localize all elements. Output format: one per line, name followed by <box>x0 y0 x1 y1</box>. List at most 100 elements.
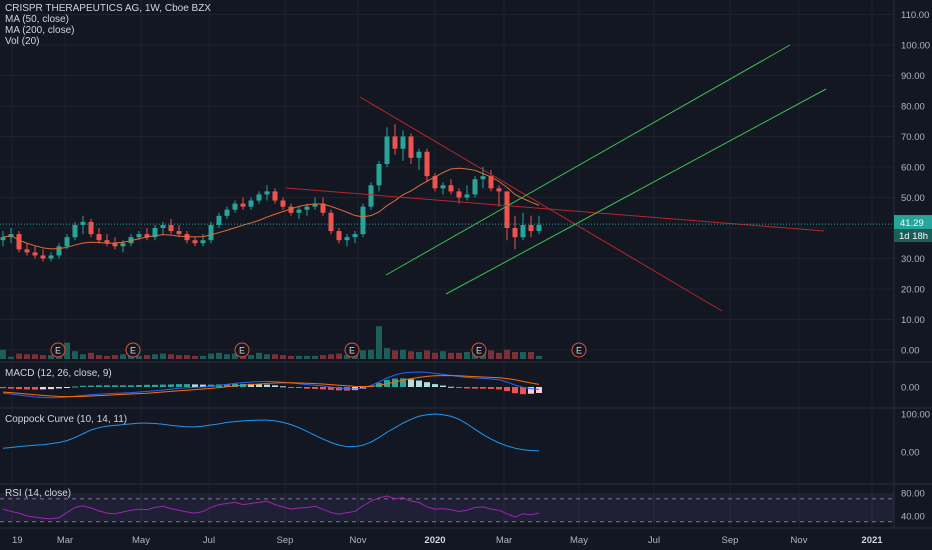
macd-histogram-bar <box>104 385 110 387</box>
volume-bar <box>384 348 390 359</box>
candle-body <box>192 240 198 244</box>
candle-body <box>56 246 62 256</box>
earnings-circle <box>234 342 250 358</box>
candle-body <box>88 221 94 235</box>
legend-main: CRISPR THERAPEUTICS AG, 1W, Cboe BZX MA … <box>5 3 211 47</box>
trendline-drawings[interactable] <box>0 44 894 312</box>
volume-label[interactable]: Vol (20) <box>5 36 40 47</box>
volume-bar <box>136 355 142 359</box>
volume-bar <box>24 354 30 359</box>
volume-bar <box>360 350 366 359</box>
macd-histogram-bar <box>456 387 462 388</box>
candle-body <box>48 255 54 259</box>
earnings-marker[interactable]: E <box>471 342 487 358</box>
symbol-title[interactable]: CRISPR THERAPEUTICS AG, 1W, Cboe BZX <box>5 3 211 14</box>
candle-body <box>520 224 526 238</box>
macd-histogram-bar <box>152 384 158 387</box>
volume-bar <box>352 355 358 359</box>
price-tick-label: 110.00 <box>901 10 929 21</box>
time-axis-label: Mar <box>496 535 512 546</box>
volume-bar <box>328 354 334 359</box>
volume-bar <box>80 354 86 359</box>
resistance-line <box>285 187 825 232</box>
price-axis[interactable]: 110.00 100.00 90.00 80.00 70.00 60.00 50.00 40.… <box>894 10 932 523</box>
ma50-label[interactable]: MA (50, close) <box>5 14 69 25</box>
macd-label[interactable]: MACD (12, 26, close, 9) <box>5 368 112 379</box>
macd-histogram-bar <box>464 387 470 389</box>
volume-bar <box>408 351 414 359</box>
macd-histogram-bar <box>32 387 38 390</box>
earnings-marker[interactable]: E <box>234 342 250 358</box>
ma200-label[interactable]: MA (200, close) <box>5 25 75 36</box>
time-axis[interactable]: 19 Mar May Jul Sep Nov 2020 Mar May Jul Sep Nov 2021 <box>12 535 883 546</box>
volume-bar <box>232 353 238 359</box>
macd-histogram-bar <box>24 387 30 390</box>
volume-bar <box>152 354 158 359</box>
volume-bar <box>40 355 46 359</box>
macd-histogram-bar <box>536 387 542 393</box>
candle-body <box>216 215 222 225</box>
candle-body <box>400 136 406 149</box>
candle-body <box>368 185 374 207</box>
rsi-band <box>0 493 894 522</box>
volume-bar <box>464 351 470 359</box>
earnings-marker[interactable]: E <box>50 342 66 358</box>
countdown-label: 1d 18h <box>899 231 928 242</box>
current-price-label: 41.29 <box>900 218 924 229</box>
rsi-tick-label: 80.00 <box>901 489 925 500</box>
earnings-label: E <box>476 346 482 356</box>
candle-body <box>424 151 430 177</box>
macd-histogram-bar <box>280 386 286 388</box>
volume-bar <box>144 355 150 359</box>
candle-body <box>144 234 150 238</box>
time-axis-label: Nov <box>350 535 367 546</box>
earnings-marker[interactable]: E <box>571 342 587 358</box>
time-axis-label: Mar <box>57 535 73 546</box>
macd-histogram-bar <box>176 384 182 387</box>
volume-bar <box>280 355 286 359</box>
price-tick-label: 50.00 <box>901 193 925 204</box>
volume-bar <box>392 350 398 359</box>
macd-signal-line <box>2 375 540 398</box>
candlesticks <box>0 124 542 262</box>
macd-histogram-bar <box>440 385 446 387</box>
volume-bar <box>400 349 406 359</box>
macd-histogram-bar <box>208 384 214 387</box>
candle-body <box>488 176 494 189</box>
candle-body <box>224 209 230 216</box>
earnings-label: E <box>576 346 582 356</box>
candle-body <box>496 188 502 192</box>
current-price-badge <box>894 215 932 230</box>
volume-bar <box>16 353 22 359</box>
macd-histogram-bar <box>496 387 502 390</box>
rsi-pane <box>0 493 894 523</box>
coppock-tick-label: 0.00 <box>901 448 920 459</box>
candle-body <box>392 136 398 149</box>
macd-histogram-bar <box>160 384 166 387</box>
time-axis-label: 2020 <box>424 535 445 546</box>
volume-bar <box>272 354 278 359</box>
earnings-marker[interactable]: E <box>344 342 360 358</box>
macd-histogram-bar <box>336 387 342 391</box>
volume-bar <box>32 354 38 359</box>
coppock-pane <box>2 413 540 452</box>
earnings-marker[interactable]: E <box>125 342 141 358</box>
coppock-label[interactable]: Coppock Curve (10, 14, 11) <box>5 414 128 425</box>
rsi-label[interactable]: RSI (14, close) <box>5 488 72 499</box>
time-axis-label: 19 <box>12 535 23 546</box>
macd-histogram-bar <box>144 384 150 387</box>
macd-histogram-bar <box>256 384 262 387</box>
time-axis-label: May <box>132 535 150 546</box>
price-tick-label: 10.00 <box>901 315 925 326</box>
rsi-tick-label: 40.00 <box>901 512 925 523</box>
macd-histogram-bar <box>304 387 310 389</box>
price-tick-label: 0.00 <box>901 346 920 357</box>
macd-histogram-bar <box>168 384 174 387</box>
macd-histogram-bar <box>296 387 302 388</box>
volume-bar <box>512 351 518 359</box>
volume-bar <box>176 355 182 359</box>
candle-body <box>288 206 294 213</box>
volume-bar <box>216 352 222 359</box>
